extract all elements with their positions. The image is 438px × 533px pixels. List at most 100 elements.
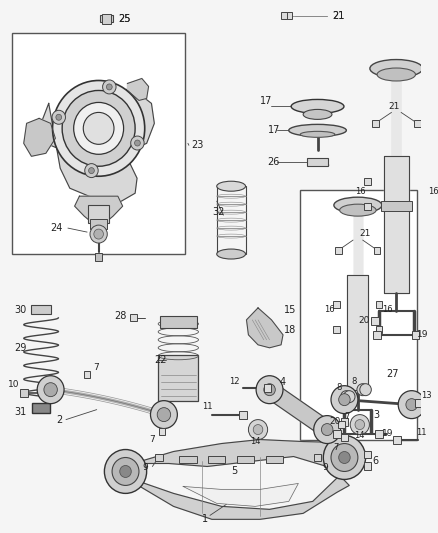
- Text: 21: 21: [332, 11, 344, 21]
- Text: 18: 18: [284, 325, 296, 335]
- Circle shape: [264, 384, 276, 395]
- Bar: [333, 430, 341, 438]
- Circle shape: [406, 399, 417, 410]
- Bar: [376, 326, 382, 333]
- Bar: [88, 205, 109, 223]
- Text: 20: 20: [329, 417, 340, 426]
- Ellipse shape: [291, 100, 344, 114]
- Text: 2: 2: [57, 415, 63, 425]
- Bar: [422, 177, 428, 185]
- Text: 9: 9: [322, 463, 328, 472]
- Text: 19: 19: [382, 429, 393, 438]
- Text: 15: 15: [284, 305, 297, 315]
- Circle shape: [321, 424, 333, 435]
- Circle shape: [112, 457, 139, 486]
- Text: 22: 22: [154, 355, 167, 365]
- Text: 28: 28: [114, 311, 127, 321]
- Text: 10: 10: [8, 380, 20, 389]
- Text: 16: 16: [382, 305, 392, 314]
- Text: 9: 9: [143, 463, 148, 472]
- Circle shape: [120, 465, 131, 478]
- Bar: [376, 301, 382, 309]
- Bar: [237, 456, 254, 463]
- Ellipse shape: [289, 124, 346, 136]
- Circle shape: [253, 425, 263, 434]
- Ellipse shape: [370, 60, 423, 77]
- Polygon shape: [183, 483, 298, 506]
- Bar: [338, 421, 345, 428]
- Bar: [266, 456, 283, 463]
- Text: 6: 6: [372, 456, 378, 466]
- Bar: [373, 331, 381, 339]
- Bar: [414, 399, 422, 407]
- Polygon shape: [262, 385, 335, 434]
- Circle shape: [74, 102, 124, 154]
- Circle shape: [83, 112, 114, 144]
- Bar: [281, 12, 287, 19]
- Bar: [20, 389, 28, 397]
- Bar: [286, 12, 292, 19]
- Polygon shape: [354, 215, 362, 290]
- Polygon shape: [127, 78, 148, 100]
- Bar: [393, 435, 401, 443]
- Bar: [314, 454, 321, 462]
- Text: 16: 16: [428, 187, 438, 196]
- Text: 21: 21: [389, 102, 400, 111]
- Bar: [336, 247, 342, 254]
- Text: 16: 16: [324, 305, 335, 314]
- Polygon shape: [247, 308, 283, 348]
- Text: 21: 21: [332, 11, 344, 21]
- Text: 4: 4: [279, 377, 285, 387]
- Bar: [372, 120, 378, 127]
- Polygon shape: [74, 196, 123, 220]
- Circle shape: [360, 384, 371, 395]
- Circle shape: [56, 114, 62, 120]
- Ellipse shape: [217, 181, 246, 191]
- Bar: [375, 430, 383, 438]
- Circle shape: [134, 140, 140, 146]
- Ellipse shape: [339, 204, 376, 216]
- Circle shape: [343, 391, 355, 402]
- Circle shape: [331, 443, 358, 472]
- Circle shape: [90, 225, 107, 243]
- Bar: [333, 326, 340, 333]
- Circle shape: [355, 419, 364, 430]
- Ellipse shape: [300, 131, 335, 138]
- Bar: [422, 203, 428, 209]
- Polygon shape: [392, 80, 400, 168]
- Text: 7: 7: [333, 443, 338, 452]
- Bar: [160, 316, 197, 328]
- Text: 1: 1: [202, 514, 208, 524]
- Polygon shape: [41, 88, 154, 203]
- Circle shape: [339, 451, 350, 464]
- Bar: [84, 371, 91, 378]
- Bar: [300, 190, 417, 440]
- Text: 20: 20: [358, 317, 369, 325]
- Text: 26: 26: [268, 157, 280, 167]
- Text: 24: 24: [51, 223, 63, 233]
- Text: 30: 30: [14, 305, 26, 315]
- Text: 32: 32: [212, 207, 224, 217]
- Ellipse shape: [377, 68, 416, 81]
- Bar: [414, 120, 421, 127]
- Bar: [32, 402, 49, 413]
- Bar: [364, 203, 371, 209]
- Circle shape: [44, 383, 57, 397]
- Circle shape: [104, 449, 147, 494]
- Ellipse shape: [303, 109, 332, 119]
- Polygon shape: [24, 118, 56, 156]
- Bar: [412, 331, 419, 339]
- Bar: [333, 301, 340, 309]
- Text: 27: 27: [387, 369, 399, 379]
- Text: 25: 25: [118, 14, 131, 23]
- Circle shape: [357, 384, 368, 395]
- Text: 12: 12: [229, 377, 240, 386]
- Circle shape: [350, 415, 369, 434]
- Text: 17: 17: [260, 96, 272, 107]
- Polygon shape: [347, 275, 368, 390]
- Bar: [208, 456, 226, 463]
- Text: 14: 14: [251, 437, 261, 446]
- Bar: [158, 355, 198, 401]
- Circle shape: [88, 167, 94, 174]
- Text: 16: 16: [355, 187, 366, 196]
